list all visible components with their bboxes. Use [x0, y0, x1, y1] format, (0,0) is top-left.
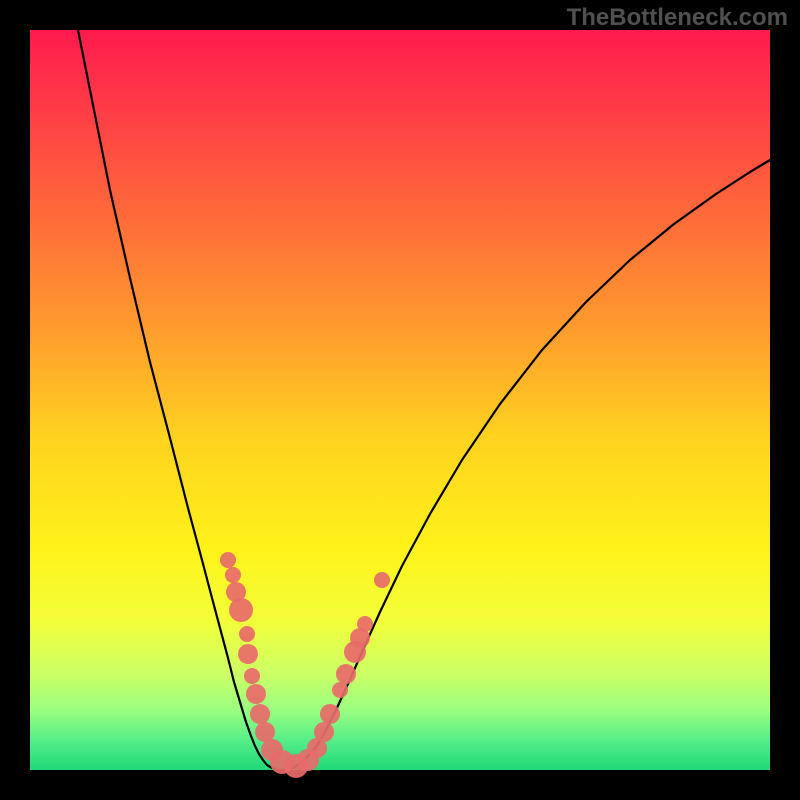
data-marker: [336, 664, 356, 684]
curve-overlay: [0, 0, 800, 800]
data-marker: [357, 616, 373, 632]
chart-container: TheBottleneck.com: [0, 0, 800, 800]
watermark-text: TheBottleneck.com: [567, 4, 788, 32]
data-marker: [250, 704, 270, 724]
data-marker: [320, 704, 340, 724]
data-marker: [220, 552, 236, 568]
data-marker: [238, 644, 258, 664]
data-marker: [225, 567, 241, 583]
data-marker: [246, 684, 266, 704]
data-marker: [244, 668, 260, 684]
data-marker: [332, 682, 348, 698]
data-marker: [374, 572, 390, 588]
data-marker: [314, 722, 334, 742]
data-marker: [239, 626, 255, 642]
bottleneck-curve: [78, 30, 770, 770]
data-marker: [229, 598, 253, 622]
